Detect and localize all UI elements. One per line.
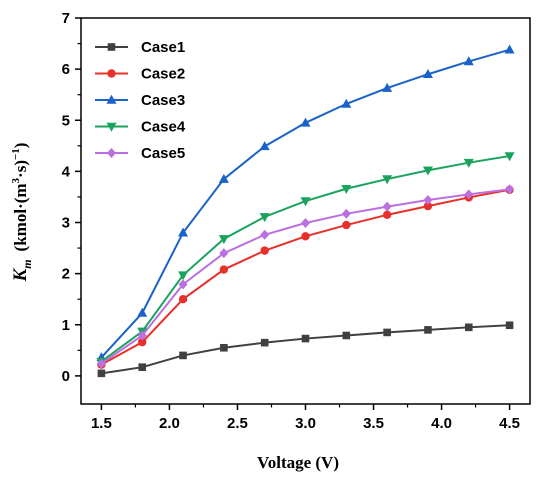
data-point-case4 <box>178 271 189 281</box>
legend-label: Case5 <box>141 145 185 162</box>
data-point-case4 <box>382 175 393 185</box>
data-point-case1 <box>342 331 351 340</box>
y-tick-label: 6 <box>62 61 70 78</box>
data-point-case5 <box>260 229 270 240</box>
data-point-case4 <box>218 235 229 245</box>
data-point-case2 <box>423 201 433 211</box>
x-tick-label: 4.0 <box>431 415 452 432</box>
y-tick-label: 0 <box>62 368 70 385</box>
y-tick-label: 7 <box>62 10 70 27</box>
x-tick-label: 1.5 <box>91 415 112 432</box>
data-point-case1 <box>301 334 310 343</box>
legend-swatch-marker <box>107 43 116 51</box>
data-point-case5 <box>505 184 515 195</box>
legend-item-case4: Case4 <box>95 119 186 136</box>
series-layer <box>96 44 515 378</box>
legend-swatch-marker <box>107 69 116 78</box>
data-point-case2 <box>301 232 310 241</box>
y-axis-label-unit-exp1: 3 <box>10 177 22 183</box>
data-point-case4 <box>422 166 433 176</box>
series-line-case1 <box>101 324 510 375</box>
data-point-case3 <box>341 98 352 108</box>
legend-item-case2: Case2 <box>95 66 185 83</box>
series-case1 <box>97 321 514 378</box>
data-point-case4 <box>504 152 515 162</box>
data-point-case5 <box>341 208 351 219</box>
data-point-case5 <box>137 330 147 341</box>
series-line-case4 <box>100 155 510 363</box>
y-axis-label-unit-mid: ·s) <box>11 160 30 178</box>
data-point-case1 <box>383 328 391 337</box>
data-point-case2 <box>342 220 351 230</box>
data-point-case4 <box>259 213 270 223</box>
legend-swatch-marker <box>106 94 117 104</box>
data-point-case5 <box>382 201 392 212</box>
x-tick-label: 4.5 <box>499 415 520 432</box>
y-tick-label: 4 <box>62 163 71 180</box>
data-point-case2 <box>138 337 147 347</box>
y-tick-label: 1 <box>62 317 70 334</box>
data-point-case1 <box>97 369 106 378</box>
data-point-case3 <box>178 227 189 237</box>
data-point-case3 <box>463 56 474 66</box>
data-point-case5 <box>219 248 229 259</box>
data-point-case5 <box>464 189 474 200</box>
y-tick-label: 2 <box>62 266 70 283</box>
data-point-case3 <box>259 141 270 151</box>
x-axis-label: Voltage (V) <box>257 453 339 472</box>
x-axis: 1.5 2.0 2.5 3.0 3.5 4.0 4.5 <box>91 404 520 432</box>
data-point-case1 <box>505 321 514 330</box>
data-point-case3 <box>504 44 515 54</box>
data-point-case1 <box>260 338 269 347</box>
data-point-case1 <box>138 363 147 371</box>
data-point-case5 <box>301 218 310 229</box>
data-point-case5 <box>423 195 433 206</box>
legend-label: Case2 <box>141 66 185 83</box>
data-point-case2 <box>219 265 229 274</box>
x-tick-label: 2.5 <box>227 415 248 432</box>
y-tick-label: 3 <box>62 215 70 232</box>
data-point-case1 <box>220 343 228 352</box>
data-point-case1 <box>424 326 432 334</box>
data-point-case3 <box>300 117 311 127</box>
data-point-case1 <box>464 323 473 332</box>
data-point-case5 <box>96 358 106 369</box>
series-case3 <box>96 44 515 362</box>
data-point-case3 <box>218 173 229 183</box>
data-point-case5 <box>178 279 188 290</box>
data-point-case2 <box>382 210 392 220</box>
data-point-case1 <box>179 351 187 360</box>
y-axis-label-unit-suffix: ) <box>11 143 30 149</box>
y-axis-label-unit-exp2: −1 <box>10 148 22 160</box>
y-tick-label: 5 <box>62 112 70 129</box>
legend-label: Case3 <box>141 92 185 109</box>
data-point-case3 <box>382 82 393 92</box>
legend-swatch-marker <box>106 122 117 132</box>
legend-label: Case1 <box>141 39 185 56</box>
x-tick-label: 3.5 <box>363 415 384 432</box>
x-tick-label: 3.0 <box>295 415 316 432</box>
legend-item-case5: Case5 <box>95 145 185 162</box>
legend-label: Case4 <box>141 119 186 136</box>
data-point-case4 <box>300 197 311 207</box>
y-axis-label-symbol: K <box>10 267 31 282</box>
data-point-case4 <box>341 184 352 194</box>
y-axis: 0 1 2 3 4 5 6 7 <box>62 10 81 385</box>
series-case5 <box>96 184 515 369</box>
y-axis-label-subscript: m <box>20 259 34 268</box>
legend-swatch-marker <box>107 148 116 158</box>
y-axis-label-unit-prefix: (kmol·(m <box>11 183 30 251</box>
data-point-case2 <box>178 294 188 304</box>
legend-item-case3: Case3 <box>95 92 185 109</box>
data-point-case2 <box>260 246 269 255</box>
data-point-case3 <box>422 69 433 79</box>
legend-item-case1: Case1 <box>95 39 185 56</box>
data-point-case3 <box>137 307 148 317</box>
y-axis-label: Km (kmol·(m3·s)−1) <box>10 143 34 283</box>
x-tick-label: 2.0 <box>159 415 180 432</box>
series-case4 <box>96 152 515 367</box>
data-point-case4 <box>463 158 474 168</box>
legend: Case1 Case2 Case3 Case4 Case5 <box>95 39 186 162</box>
